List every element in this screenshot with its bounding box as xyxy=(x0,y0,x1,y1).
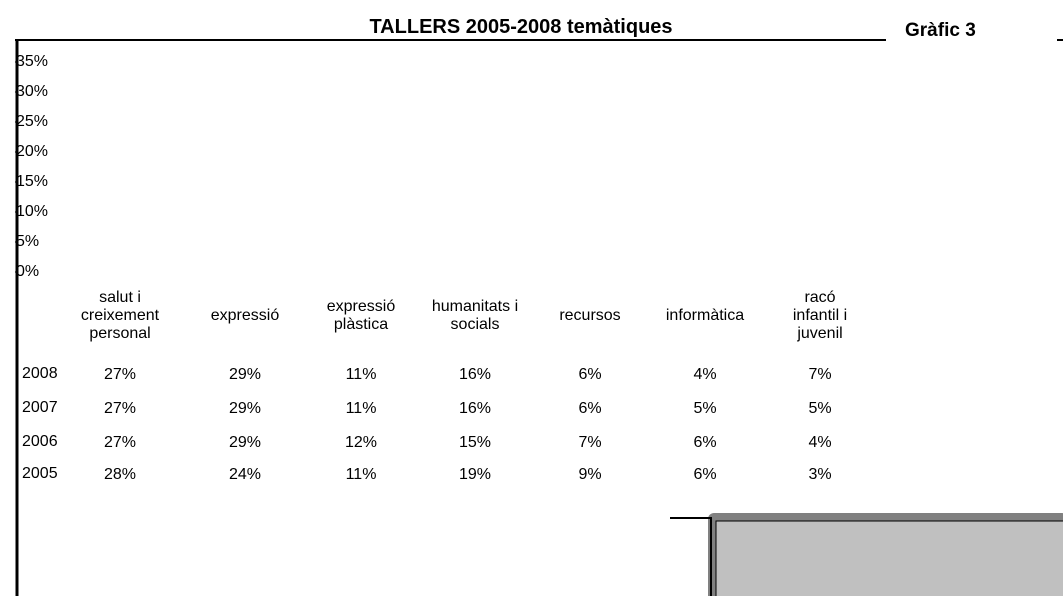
table-value: 27% xyxy=(103,366,137,383)
y-tick-label: 35% xyxy=(16,53,49,70)
y-tick-label: 25% xyxy=(16,113,49,130)
y-tick-label: 10% xyxy=(16,203,49,220)
chart-title: TALLERS 2005-2008 temàtiques xyxy=(369,16,673,38)
y-tick-label: 5% xyxy=(16,233,40,250)
table-value: 16% xyxy=(458,366,492,383)
table-value: 29% xyxy=(228,434,262,451)
y-tick-label: 20% xyxy=(16,143,49,160)
table-value: 9% xyxy=(578,466,602,483)
table-value: 5% xyxy=(808,400,832,417)
table-value: 11% xyxy=(345,400,377,417)
y-tick-label: 0% xyxy=(16,263,40,280)
x-category-label: informàtica xyxy=(665,307,745,324)
table-value: 27% xyxy=(103,400,137,417)
legend-year: 2008 xyxy=(22,365,58,382)
table-value: 4% xyxy=(808,434,832,451)
table-value: 12% xyxy=(344,434,378,451)
table-value: 29% xyxy=(228,400,262,417)
legend-year: 2006 xyxy=(22,433,58,450)
table-value: 11% xyxy=(345,366,377,383)
x-category-label: humanitats i socials xyxy=(431,298,519,333)
table-value: 6% xyxy=(578,366,602,383)
chart-subtitle: Gràfic 3 xyxy=(905,20,976,41)
table-value: 28% xyxy=(103,466,137,483)
table-value: 5% xyxy=(693,400,717,417)
table-value: 27% xyxy=(103,434,137,451)
table-value: 16% xyxy=(458,400,492,417)
table-value: 4% xyxy=(693,366,717,383)
x-category-label: racó infantil i juvenil xyxy=(792,289,848,342)
table-value: 15% xyxy=(458,434,492,451)
table-value: 6% xyxy=(693,434,717,451)
table-value: 6% xyxy=(693,466,717,483)
box xyxy=(715,520,1063,596)
x-category-label: salut i creixement personal xyxy=(80,289,160,342)
box-leader xyxy=(670,517,712,596)
table-value: 7% xyxy=(578,434,602,451)
table-value: 6% xyxy=(578,400,602,417)
x-category-label: expressió plàstica xyxy=(326,298,396,333)
table-value: 19% xyxy=(458,466,492,483)
x-category-label: expressió xyxy=(210,307,280,324)
table-value: 29% xyxy=(228,366,262,383)
y-tick-label: 15% xyxy=(16,173,49,190)
table-value: 7% xyxy=(808,366,832,383)
table-value: 3% xyxy=(808,466,832,483)
x-category-label: recursos xyxy=(559,307,621,324)
legend-year: 2007 xyxy=(22,399,58,416)
table-value: 11% xyxy=(345,466,377,483)
legend-year: 2005 xyxy=(22,465,58,482)
table-value: 24% xyxy=(228,466,262,483)
y-tick-label: 30% xyxy=(16,83,49,100)
